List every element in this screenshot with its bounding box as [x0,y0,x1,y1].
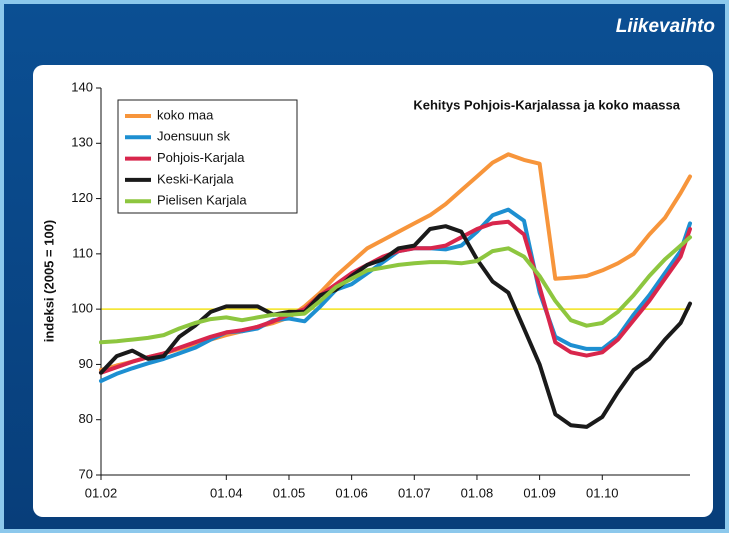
x-tick-label: 01.07 [398,485,431,500]
page-title: Liikevaihto [615,16,715,37]
x-tick-label: 01.08 [461,485,494,500]
y-axis-label: indeksi (2005 = 100) [41,220,56,343]
x-tick-label: 01.10 [586,485,619,500]
annotation: Kehitys Pohjois-Karjalassa ja koko maass… [413,97,680,112]
series-line [99,235,692,345]
y-tick-label: 70 [79,466,93,481]
legend-box [117,99,298,214]
legend-label: Pielisen Karjala [157,193,247,208]
legend-label: Joensuun sk [157,129,230,144]
y-tick-label: 120 [71,190,93,205]
x-tick-label: 01.02 [85,485,118,500]
series-line [99,219,692,375]
x-tick-label: 01.06 [335,485,368,500]
x-tick-label: 01.09 [523,485,556,500]
y-tick-label: 140 [71,79,93,94]
x-tick-label: 01.04 [210,485,243,500]
legend-label: koko maa [157,107,214,122]
y-tick-label: 80 [79,411,93,426]
legend-label: Pohjois-Karjala [157,150,245,165]
y-tick-label: 130 [71,135,93,150]
y-tick-label: 90 [79,356,93,371]
y-tick-label: 100 [71,301,93,316]
x-tick-label: 01.05 [273,485,306,500]
legend-label: Keski-Karjala [157,171,234,186]
y-tick-label: 110 [72,245,93,260]
